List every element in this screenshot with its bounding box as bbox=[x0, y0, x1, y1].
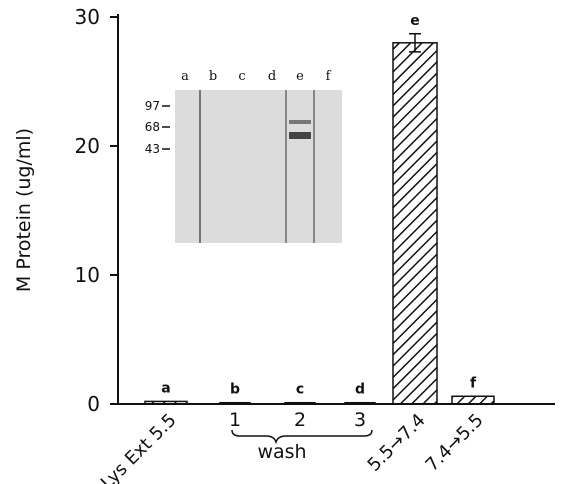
gel-lane-label: b bbox=[209, 69, 217, 84]
bar-letter: f bbox=[470, 375, 477, 391]
bar bbox=[452, 396, 494, 404]
x-tick-label: 5.5→7.4 bbox=[364, 410, 430, 476]
chart: M Protein (ug/ml) wash 0 10 20 30 a Lys Ext 5… bbox=[0, 0, 565, 484]
y-tick-label: 30 bbox=[75, 5, 100, 29]
bar-letter: c bbox=[296, 382, 304, 398]
y-axis-label: M Protein (ug/ml) bbox=[13, 128, 35, 292]
y-tick-label: 20 bbox=[75, 134, 100, 158]
bar bbox=[220, 403, 250, 405]
gel-marker-label: 68 bbox=[145, 120, 160, 134]
bar bbox=[145, 401, 187, 404]
x-tick-label: Lys Ext 5.5 bbox=[97, 410, 181, 484]
x-tick-label: 3 bbox=[354, 409, 366, 431]
gel-lane-label: f bbox=[326, 69, 332, 84]
x-tick-label: 2 bbox=[294, 409, 306, 431]
gel-marker-label: 43 bbox=[145, 142, 160, 156]
gel-marker-label: 97 bbox=[145, 99, 160, 113]
gel-lane-label: a bbox=[181, 69, 189, 84]
x-tick-label: 7.4→5.5 bbox=[422, 410, 488, 476]
bar-letter: d bbox=[355, 382, 365, 398]
bar-letter: b bbox=[230, 382, 240, 398]
bar bbox=[285, 403, 315, 405]
gel-band bbox=[289, 132, 311, 139]
bar bbox=[345, 403, 375, 405]
gel-lane-label: c bbox=[238, 69, 245, 84]
x-tick-label: 1 bbox=[229, 409, 241, 431]
gel-lane-label: e bbox=[296, 69, 304, 84]
gel-band bbox=[289, 120, 311, 124]
y-tick-label: 0 bbox=[87, 392, 100, 416]
bar bbox=[393, 43, 437, 404]
gel-lane-label: d bbox=[268, 69, 276, 84]
group-label: wash bbox=[257, 441, 306, 463]
bar-letter: a bbox=[161, 380, 170, 396]
bar-letter: e bbox=[410, 13, 420, 29]
y-tick-label: 10 bbox=[75, 263, 100, 287]
